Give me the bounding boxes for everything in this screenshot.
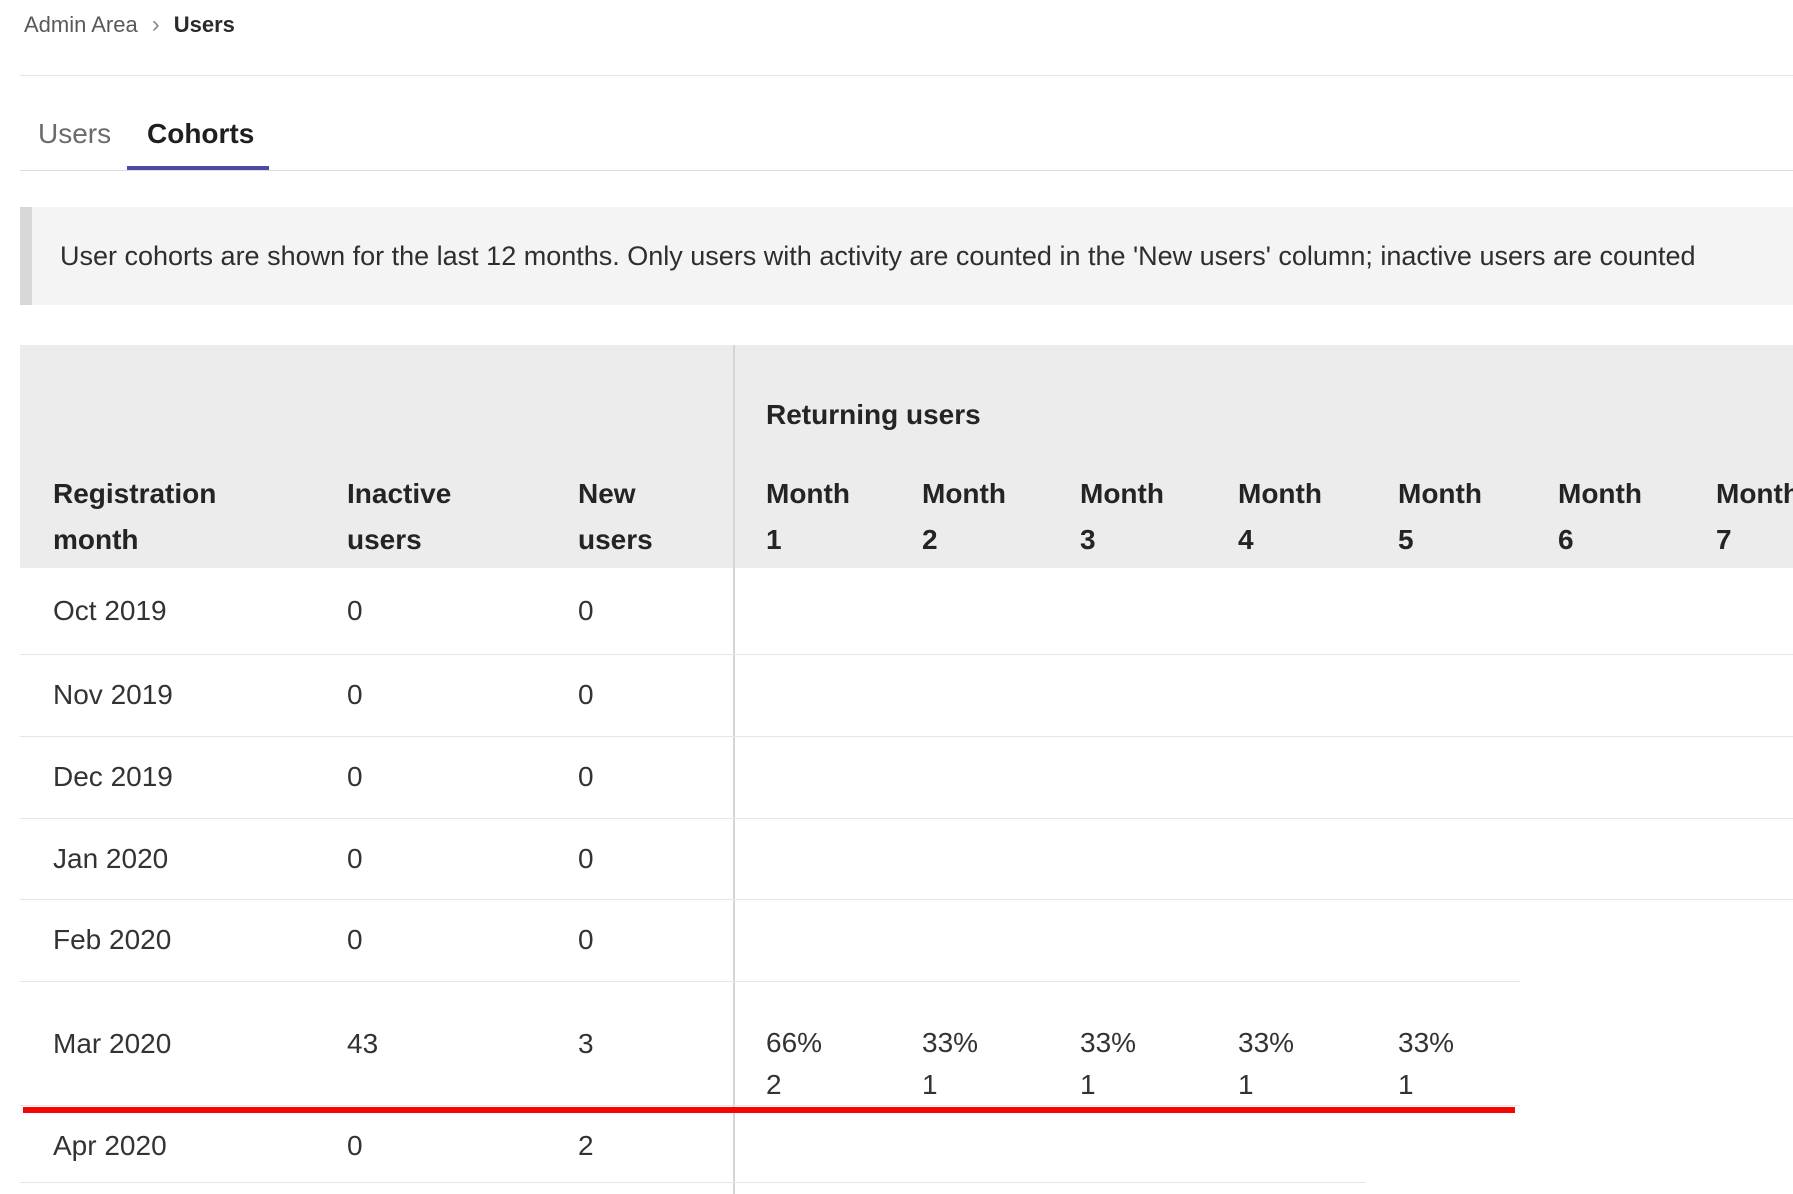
returning-pct: 33%: [1080, 1027, 1137, 1058]
breadcrumb-item-users[interactable]: Users: [173, 12, 235, 37]
returning-cell-month-3: 33% 1: [1080, 1022, 1136, 1106]
cell-inactive-users: 0: [347, 924, 363, 955]
col-header-registration-month: Registration month: [53, 478, 217, 555]
col-header-new-users: New users: [578, 478, 653, 555]
breadcrumb-separator-icon: ›: [151, 11, 160, 38]
row-border: [20, 818, 1793, 819]
col-header-month-4: Month 4: [1238, 478, 1322, 555]
cell-inactive-users: 0: [347, 595, 363, 626]
cell-registration-month: Mar 2020: [53, 1028, 172, 1059]
cell-registration-month: Nov 2019: [53, 679, 173, 710]
row-border: [20, 1105, 1520, 1106]
breadcrumb: Admin Area › Users: [24, 12, 235, 38]
cell-new-users: 0: [578, 924, 594, 955]
banner-text: User cohorts are shown for the last 12 m…: [60, 240, 1696, 271]
tab-users[interactable]: Users: [38, 118, 112, 149]
table-header: [20, 345, 1793, 568]
cell-inactive-users: 0: [347, 1130, 363, 1161]
returning-pct: 33%: [1238, 1027, 1295, 1058]
returning-pct: 33%: [922, 1027, 979, 1058]
row-border: [20, 654, 1793, 655]
red-underline-annotation: [23, 1107, 1515, 1113]
cell-new-users: 0: [578, 761, 594, 792]
cell-registration-month: Oct 2019: [53, 595, 167, 626]
col-header-month-7: Month 7: [1716, 478, 1793, 555]
row-border: [20, 981, 1520, 982]
banner-accent-bar: [20, 207, 32, 305]
returning-users-group-header: Returning users: [766, 399, 981, 430]
tab-cohorts[interactable]: Cohorts: [147, 118, 255, 149]
row-border: [20, 736, 1793, 737]
returning-cell-month-4: 33% 1: [1238, 1022, 1294, 1106]
returning-count: 1: [1080, 1069, 1096, 1100]
col-header-month-5: Month 5: [1398, 478, 1482, 555]
breadcrumb-item-admin-area[interactable]: Admin Area: [24, 12, 138, 37]
cell-inactive-users: 0: [347, 761, 363, 792]
col-header-inactive-users: Inactive users: [347, 478, 452, 555]
tabs-bottom-border: [20, 170, 1793, 171]
returning-count: 2: [766, 1069, 782, 1100]
returning-cell-month-2: 33% 1: [922, 1022, 978, 1106]
col-header-month-6: Month 6: [1558, 478, 1642, 555]
col-header-month-1: Month 1: [766, 478, 850, 555]
cell-new-users: 0: [578, 843, 594, 874]
col-header-month-3: Month 3: [1080, 478, 1164, 555]
col-header-month-2: Month 2: [922, 478, 1006, 555]
returning-users-divider: [733, 345, 735, 1194]
returning-pct: 66%: [766, 1027, 823, 1058]
returning-cell-month-1: 66% 2: [766, 1022, 822, 1106]
row-border: [20, 899, 1793, 900]
cell-new-users: 0: [578, 679, 594, 710]
breadcrumb-divider: [20, 75, 1793, 76]
info-banner: User cohorts are shown for the last 12 m…: [20, 207, 1793, 305]
active-tab-underline: [127, 166, 269, 170]
returning-count: 1: [922, 1069, 938, 1100]
cell-new-users: 2: [578, 1130, 594, 1161]
cell-new-users: 0: [578, 595, 594, 626]
returning-count: 1: [1238, 1069, 1254, 1100]
returning-count: 1: [1398, 1069, 1414, 1100]
row-border: [20, 1182, 1366, 1183]
cell-inactive-users: 0: [347, 679, 363, 710]
cell-registration-month: Feb 2020: [53, 924, 172, 955]
cell-registration-month: Apr 2020: [53, 1130, 167, 1161]
cell-inactive-users: 43: [347, 1028, 379, 1059]
returning-cell-month-5: 33% 1: [1398, 1022, 1454, 1106]
returning-pct: 33%: [1398, 1027, 1455, 1058]
cell-new-users: 3: [578, 1028, 594, 1059]
cell-inactive-users: 0: [347, 843, 363, 874]
cell-registration-month: Dec 2019: [53, 761, 173, 792]
cell-registration-month: Jan 2020: [53, 843, 169, 874]
